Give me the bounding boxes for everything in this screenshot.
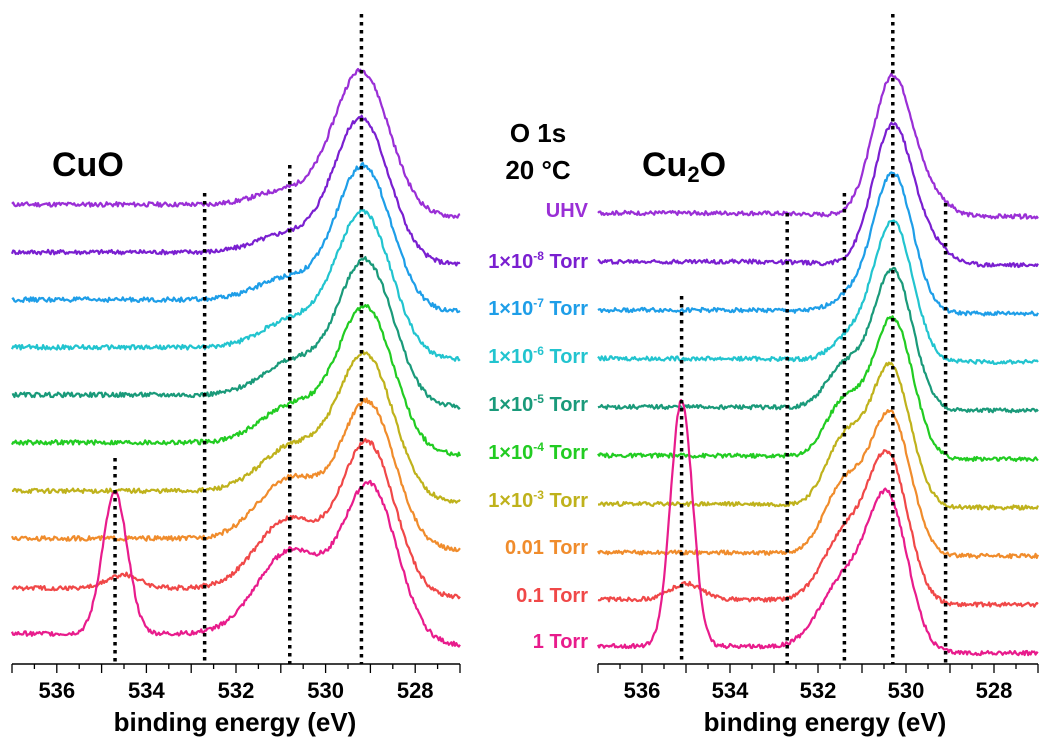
pressure-label-p1: 1 Torr xyxy=(388,631,588,654)
x-tick-label: 534 xyxy=(712,678,749,703)
spectrum-cuo-8 xyxy=(11,438,461,600)
pressure-text: 0.01 Torr xyxy=(505,537,588,559)
pressure-unit: Torr xyxy=(543,251,588,273)
x-tick-label: 528 xyxy=(976,678,1013,703)
spectrum-cu2o-3 xyxy=(597,219,1039,365)
pressure-label-p001: 0.01 Torr xyxy=(388,537,588,560)
spectrum-cu2o-1 xyxy=(597,121,1039,269)
x-tick-label: 536 xyxy=(38,678,75,703)
spectrum-cuo-2 xyxy=(11,162,461,314)
pressure-exponent: -8 xyxy=(533,249,544,263)
spectrum-cu2o-0 xyxy=(597,72,1039,220)
x-axis-label-right: binding energy (eV) xyxy=(703,707,947,737)
pressure-exponent: -6 xyxy=(533,344,544,358)
spectrum-cuo-0 xyxy=(11,67,461,219)
spectrum-cu2o-4 xyxy=(597,266,1039,414)
pressure-text: 0.1 Torr xyxy=(516,585,588,607)
x-tick-label: 532 xyxy=(800,678,837,703)
pressure-mantissa: 1×10 xyxy=(488,490,534,512)
pressure-mantissa: 1×10 xyxy=(488,251,534,273)
spectrum-cu2o-9 xyxy=(597,398,1039,657)
pressure-label-p1e8: 1×10-8 Torr xyxy=(388,249,588,274)
pressure-mantissa: 1×10 xyxy=(488,442,534,464)
panel-title-right: Cu2O xyxy=(642,146,727,187)
x-tick-label: 530 xyxy=(888,678,925,703)
pressure-exponent: -4 xyxy=(533,440,544,454)
spectrum-cuo-7 xyxy=(11,397,461,553)
spectrum-cu2o-7 xyxy=(597,409,1040,560)
pressure-mantissa: 1×10 xyxy=(488,298,534,320)
pressure-label-p1e6: 1×10-6 Torr xyxy=(388,344,588,369)
title-line2: 20 °C xyxy=(505,155,571,185)
pressure-exponent: -3 xyxy=(533,488,544,502)
spectrum-cu2o-8 xyxy=(597,449,1039,608)
spectrum-cuo-5 xyxy=(11,304,462,458)
spectrum-cuo-9 xyxy=(10,479,461,648)
spectrum-cu2o-6 xyxy=(598,361,1040,511)
pressure-mantissa: 1×10 xyxy=(488,394,534,416)
pressure-label-p1e7: 1×10-7 Torr xyxy=(388,296,588,321)
x-tick-label: 534 xyxy=(128,678,165,703)
pressure-mantissa: 1×10 xyxy=(488,346,534,368)
pressure-label-p1e3: 1×10-3 Torr xyxy=(388,488,588,513)
pressure-label-p1e4: 1×10-4 Torr xyxy=(388,440,588,465)
panel-title-left: CuO xyxy=(52,146,124,184)
pressure-label-p1e5: 1×10-5 Torr xyxy=(388,392,588,417)
pressure-unit: Torr xyxy=(543,298,588,320)
x-tick-label: 530 xyxy=(307,678,344,703)
pressure-unit: Torr xyxy=(543,490,588,512)
spectrum-cu2o-5 xyxy=(597,315,1039,463)
x-tick-label: 532 xyxy=(218,678,255,703)
pressure-unit: Torr xyxy=(543,442,588,464)
spectrum-cuo-1 xyxy=(10,114,461,267)
x-tick-label: 528 xyxy=(397,678,434,703)
pressure-label-p01: 0.1 Torr xyxy=(388,585,588,608)
spectrum-cuo-3 xyxy=(10,208,461,362)
spectrum-cu2o-2 xyxy=(597,171,1039,317)
pressure-exponent: -5 xyxy=(533,392,544,406)
pressure-text: 1 Torr xyxy=(532,631,588,653)
spectrum-cuo-6 xyxy=(11,349,461,504)
x-tick-label: 536 xyxy=(624,678,661,703)
pressure-text: UHV xyxy=(545,200,588,222)
pressure-exponent: -7 xyxy=(533,296,544,310)
pressure-unit: Torr xyxy=(543,394,588,416)
title-line1: O 1s xyxy=(509,118,567,148)
x-axis-label-left: binding energy (eV) xyxy=(113,707,357,737)
pressure-label-uhv: UHV xyxy=(388,200,588,223)
spectrum-cuo-4 xyxy=(11,256,461,410)
pressure-unit: Torr xyxy=(543,346,588,368)
